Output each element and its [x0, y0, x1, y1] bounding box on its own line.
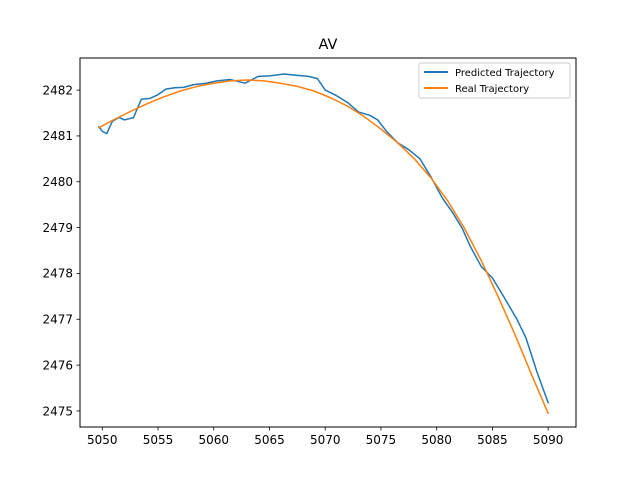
legend-box — [418, 62, 571, 99]
chart-title: AV — [319, 37, 338, 53]
x-axis: 5050 5055 5060 5065 5070 5075 5080 5085 5090 — [87, 427, 563, 447]
y-tick-label: 2480 — [42, 175, 73, 189]
x-tick-label: 5065 — [254, 433, 285, 447]
y-axis: 2475 2476 2477 2478 2479 2480 2481 2482 — [42, 83, 80, 418]
series-line-predicted — [97, 73, 550, 404]
legend-label-real: Real Trajectory — [455, 84, 529, 95]
series-line-real — [97, 79, 550, 415]
y-tick-label: 2481 — [42, 129, 73, 143]
y-tick-label: 2475 — [42, 404, 73, 418]
plot-lines — [97, 73, 550, 415]
plot-frame — [79, 57, 577, 428]
y-tick-label: 2479 — [42, 221, 73, 235]
x-tick-label: 5085 — [477, 433, 508, 447]
y-tick-label: 2482 — [42, 83, 73, 97]
x-tick-label: 5075 — [366, 433, 397, 447]
legend-label-predicted: Predicted Trajectory — [455, 68, 555, 79]
x-tick-label: 5080 — [421, 433, 452, 447]
y-tick-label: 2477 — [42, 313, 73, 327]
y-tick-label: 2476 — [42, 358, 73, 372]
x-tick-label: 5070 — [310, 433, 341, 447]
x-tick-label: 5050 — [87, 433, 118, 447]
x-tick-label: 5055 — [143, 433, 174, 447]
legend: Predicted Trajectory Real Trajectory — [418, 62, 571, 99]
x-tick-label: 5090 — [533, 433, 564, 447]
y-tick-label: 2478 — [42, 267, 73, 281]
x-tick-label: 5060 — [198, 433, 229, 447]
